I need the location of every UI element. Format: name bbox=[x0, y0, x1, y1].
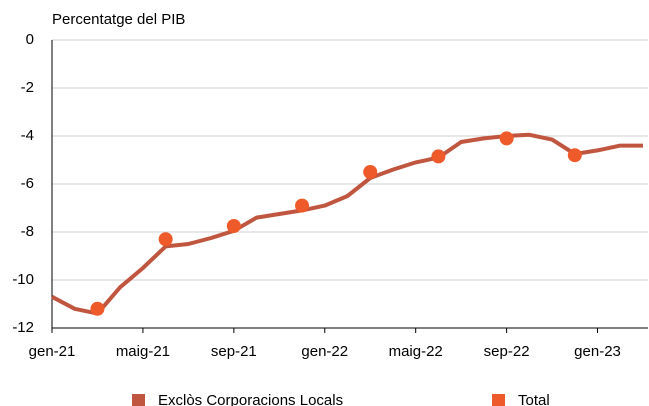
y-tick-label: -4 bbox=[21, 127, 34, 144]
y-tick-label: -8 bbox=[21, 223, 34, 240]
y-tick-label: -12 bbox=[12, 319, 34, 336]
marker bbox=[226, 219, 241, 233]
y-tick-label: -6 bbox=[21, 175, 34, 192]
legend-label: Exclòs Corporacions Locals bbox=[158, 392, 343, 406]
y-tick-label: -2 bbox=[21, 79, 34, 96]
x-tick-label: gen-21 bbox=[29, 343, 76, 360]
legend-swatch bbox=[132, 394, 145, 406]
legend-swatch bbox=[492, 394, 505, 406]
x-tick-label: maig-21 bbox=[116, 343, 170, 360]
axis-title: Percentatge del PIB bbox=[52, 11, 185, 28]
x-tick-label: sep-22 bbox=[484, 343, 530, 360]
x-tick-label: gen-23 bbox=[574, 343, 621, 360]
x-tick-label: gen-22 bbox=[301, 343, 348, 360]
y-tick-label: -10 bbox=[12, 271, 34, 288]
marker bbox=[295, 198, 310, 213]
marker bbox=[567, 148, 582, 163]
marker bbox=[90, 301, 105, 316]
x-tick-label: maig-22 bbox=[389, 343, 443, 360]
marker bbox=[158, 232, 173, 247]
x-tick-label: sep-21 bbox=[211, 343, 257, 360]
legend-label: Total bbox=[518, 392, 550, 406]
y-tick-label: 0 bbox=[26, 31, 34, 48]
line bbox=[51, 132, 643, 316]
marker bbox=[363, 165, 378, 179]
marker bbox=[499, 131, 514, 146]
marker bbox=[431, 149, 446, 164]
